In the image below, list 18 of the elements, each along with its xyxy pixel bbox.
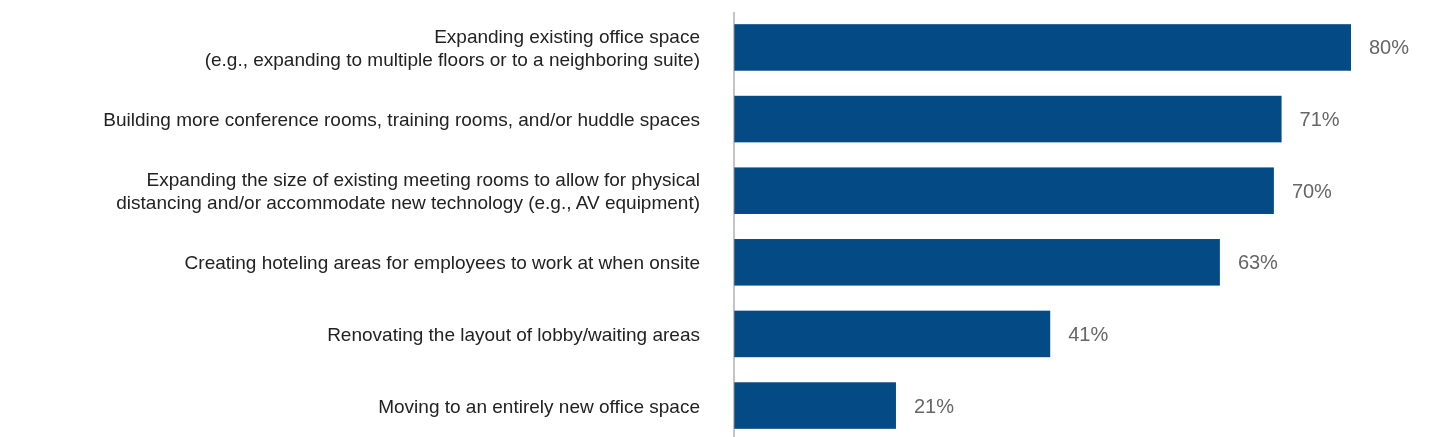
data-label: 41% (1068, 322, 1109, 345)
data-label: 71% (1299, 108, 1340, 131)
data-label: 21% (913, 394, 955, 417)
data-label: 70% (1291, 179, 1333, 202)
bar (734, 310, 1051, 358)
bar (734, 24, 1351, 71)
y-tick-label: Expanding the size of existing meeting rooms to allow for physical distancing and/or accommodate new technology (e.g., AV equipment) (116, 168, 700, 213)
y-tick-label: Building more conference rooms, training rooms, and/or huddle spaces (103, 108, 700, 130)
bar (734, 382, 896, 429)
data-label: 63% (1237, 251, 1279, 274)
bar (734, 167, 1274, 214)
y-tick-label: Expanding existing office space (e.g., expanding to multiple floors or to a neighboring suite) (204, 25, 700, 70)
y-tick-label: Renovating the layout of lobby/waiting areas (327, 323, 700, 345)
y-tick-label: Creating hoteling areas for employees to work at when onsite (184, 251, 700, 273)
data-label: 80% (1369, 36, 1410, 59)
bar (734, 95, 1282, 143)
y-tick-label: Moving to an entirely new office space (378, 395, 700, 417)
bar (734, 239, 1220, 286)
